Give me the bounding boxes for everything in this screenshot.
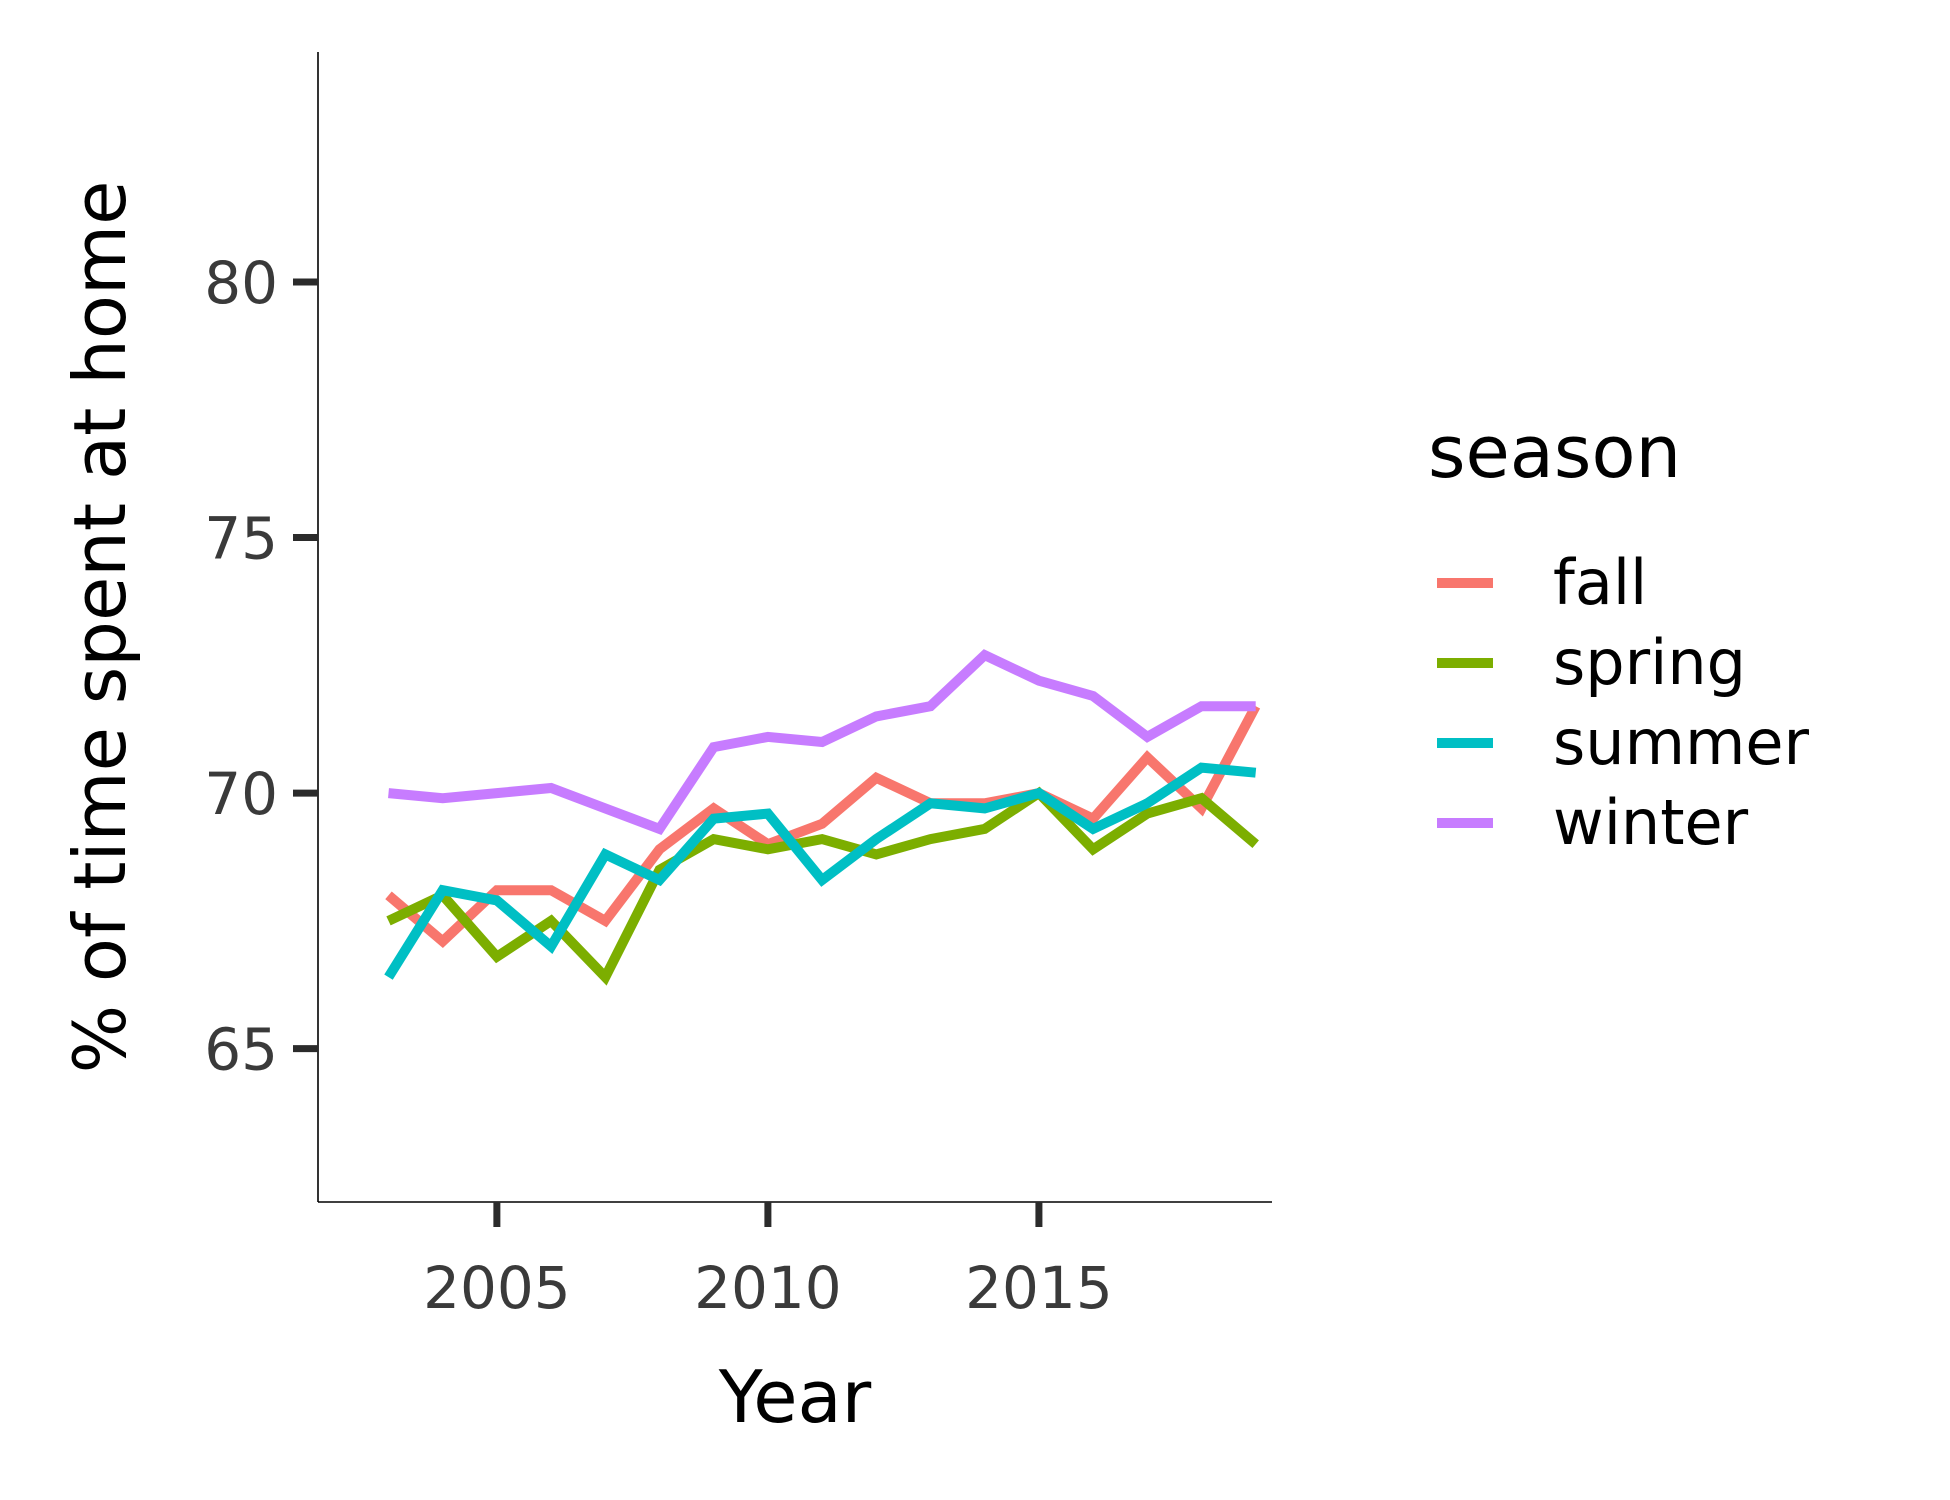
legend-label-spring: spring [1553,626,1746,699]
y-tick-label-65: 65 [204,1016,278,1084]
series-line-fall [385,703,1261,949]
legend-label-winter: winter [1553,786,1749,859]
series-line-summer [384,762,1257,980]
legend-label-summer: summer [1553,706,1810,779]
legend-title: season [1428,410,1681,494]
x-tick-label-2010: 2010 [694,1254,842,1322]
y-tick-label-75: 75 [204,505,278,573]
x-axis-title: Year [718,1355,872,1439]
series-layer [384,649,1261,986]
x-tick-label-2005: 2005 [423,1254,571,1322]
x-axis-ticks: 2005 2010 2015 [423,1202,1113,1322]
y-tick-label-70: 70 [204,760,278,828]
y-axis-ticks: 65 70 75 80 [204,249,318,1084]
legend-label-fall: fall [1553,546,1647,619]
y-axis-title: % of time spent at home [58,181,142,1074]
series-line-winter [388,649,1256,835]
y-tick-label-80: 80 [204,249,278,317]
x-tick-label-2015: 2015 [965,1254,1113,1322]
